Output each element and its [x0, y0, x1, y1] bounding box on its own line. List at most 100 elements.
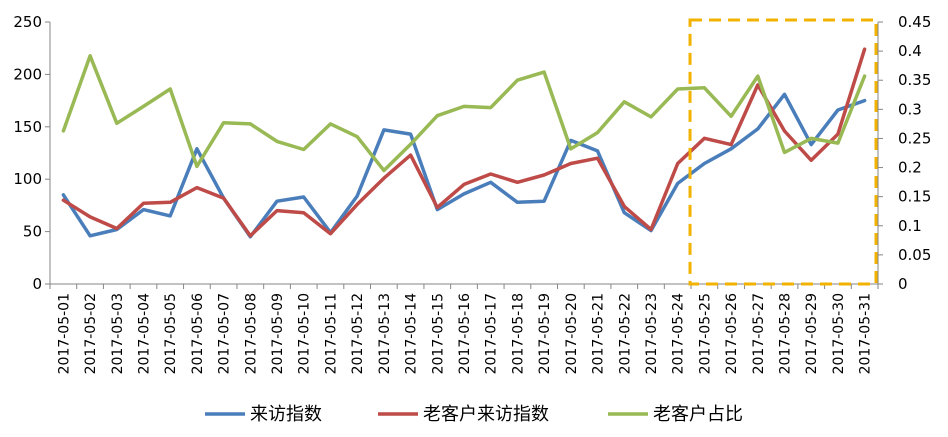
data-point: [863, 99, 866, 102]
data-point: [757, 75, 759, 77]
x-tick-label: 2017-05-10: [297, 293, 313, 374]
data-point: [810, 137, 813, 140]
data-point: [623, 205, 626, 208]
series-1: [61, 47, 867, 238]
data-point: [169, 215, 171, 217]
x-tick-label: 2017-05-30: [831, 293, 847, 374]
data-point: [196, 186, 198, 189]
y-left-tick-label: 50: [23, 223, 42, 241]
data-point: [543, 174, 545, 176]
x-tick-label: 2017-05-26: [724, 293, 740, 374]
data-point: [302, 148, 305, 151]
y-right-tick-label: 0.25: [898, 129, 931, 147]
data-point: [863, 48, 866, 51]
x-tick-label: 2017-05-01: [56, 293, 72, 374]
data-point: [837, 142, 839, 144]
data-point: [276, 140, 278, 143]
x-tick-label: 2017-05-07: [217, 293, 233, 374]
data-point: [650, 116, 652, 118]
data-point: [62, 130, 65, 132]
x-tick-label: 2017-05-22: [617, 293, 633, 374]
x-tick-label: 2017-05-31: [858, 293, 874, 374]
data-point: [115, 122, 118, 125]
data-point: [142, 208, 145, 211]
data-point: [249, 123, 252, 125]
series-line: [61, 47, 867, 238]
data-point: [356, 135, 358, 138]
y-left-tick-label: 150: [13, 118, 42, 136]
y-left-tick-label: 100: [13, 170, 42, 188]
data-point: [543, 200, 545, 203]
data-point: [62, 199, 65, 201]
data-point: [703, 86, 706, 89]
data-point: [89, 234, 91, 237]
y-left-tick-label: 200: [13, 65, 42, 83]
x-tick-label: 2017-05-19: [537, 293, 553, 374]
data-point: [703, 162, 706, 165]
data-point: [463, 183, 465, 186]
data-point: [302, 196, 305, 198]
x-tick-label: 2017-05-21: [591, 293, 607, 374]
y-left-tick-label: 250: [13, 13, 42, 31]
data-point: [196, 148, 198, 150]
data-point: [837, 109, 839, 111]
data-point: [383, 169, 385, 172]
data-point: [356, 195, 358, 197]
data-point: [489, 106, 492, 109]
data-point: [169, 88, 171, 90]
data-point: [222, 197, 225, 199]
data-point: [329, 232, 332, 235]
y-right-tick-label: 0.35: [898, 71, 931, 89]
data-point: [489, 181, 492, 184]
data-point: [650, 228, 652, 231]
data-point: [89, 54, 91, 57]
x-tick-label: 2017-05-16: [457, 293, 473, 374]
x-tick-label: 2017-05-04: [136, 293, 152, 374]
series-2: [61, 54, 867, 173]
data-point: [196, 165, 198, 168]
data-point: [489, 173, 492, 175]
data-point: [169, 201, 171, 204]
data-point: [596, 131, 599, 134]
y-right-tick-label: 0.1: [898, 217, 922, 235]
data-point: [222, 121, 225, 124]
legend: 来访指数 老客户来访指数 老客户占比: [205, 404, 743, 425]
data-point: [142, 105, 145, 108]
data-point: [383, 177, 385, 179]
x-tick-label: 2017-05-08: [243, 293, 259, 374]
data-point: [329, 123, 332, 125]
data-point: [676, 162, 679, 165]
data-point: [249, 234, 252, 237]
axes: 0 50 100 150 200 250 0 0.05 0.1 0.15 0.2 0.25 0.3 0.3…: [13, 13, 931, 374]
legend-item-0: 来访指数: [205, 404, 322, 425]
data-point: [570, 139, 572, 142]
x-tick-label: 2017-05-23: [644, 293, 660, 374]
data-point: [276, 209, 278, 212]
data-point: [115, 227, 118, 230]
data-point: [596, 150, 599, 152]
data-point: [783, 93, 786, 96]
highlight-box: [688, 18, 878, 286]
data-point: [810, 143, 813, 146]
y-left-tick-label: 0: [32, 275, 42, 293]
data-point: [676, 182, 679, 185]
data-point: [89, 216, 91, 218]
data-point: [837, 133, 839, 135]
x-tick-label: 2017-05-13: [377, 293, 393, 374]
x-tick-label: 2017-05-27: [751, 293, 767, 374]
data-point: [596, 157, 599, 160]
data-point: [516, 79, 519, 82]
data-point: [730, 148, 732, 150]
data-point: [383, 129, 385, 131]
y-right-tick-label: 0.4: [898, 42, 922, 60]
x-tick-label: 2017-05-02: [83, 293, 99, 374]
x-tick-label: 2017-05-28: [778, 293, 794, 374]
data-point: [570, 162, 572, 165]
x-tick-label: 2017-05-18: [510, 293, 526, 374]
legend-label: 老客户占比: [653, 404, 743, 425]
highlight-rectangle: [688, 18, 878, 286]
x-tick-label: 2017-05-06: [190, 293, 206, 374]
data-point: [409, 133, 412, 135]
data-point: [570, 148, 572, 150]
data-point: [142, 202, 145, 205]
